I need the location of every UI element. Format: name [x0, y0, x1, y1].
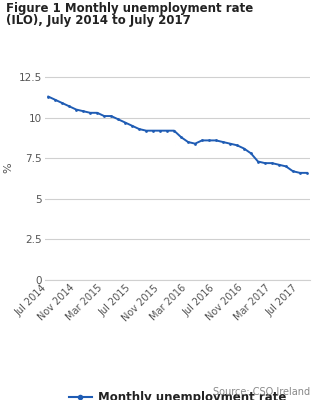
- Text: (ILO), July 2014 to July 2017: (ILO), July 2014 to July 2017: [6, 14, 191, 27]
- Text: Source: CSO Ireland: Source: CSO Ireland: [213, 387, 310, 397]
- Legend: Monthly unemployment rate: Monthly unemployment rate: [64, 387, 291, 400]
- Text: Figure 1 Monthly unemployment rate: Figure 1 Monthly unemployment rate: [6, 2, 254, 15]
- Y-axis label: %: %: [3, 163, 13, 173]
